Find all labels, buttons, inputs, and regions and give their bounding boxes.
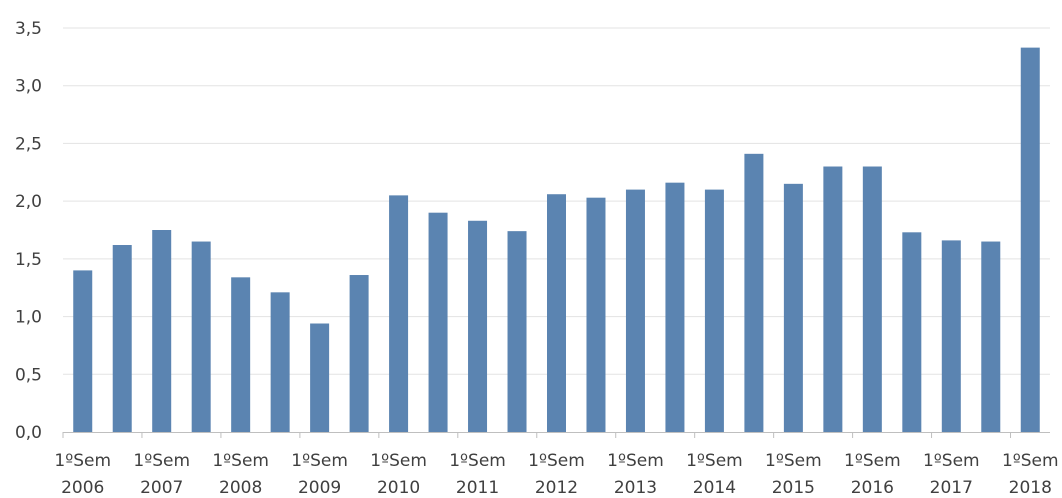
bar: 1ºSem 2010: 2.05 [389, 195, 409, 432]
y-tick-label: 0,5 [15, 365, 42, 385]
bar: 2ºSem 2006: 1.62 [112, 245, 132, 432]
bar: 1ºSem 2018: 3.33 [1020, 47, 1040, 433]
bar: 2ºSem 2012: 2.03 [586, 197, 606, 432]
bar: 2ºSem 2013: 2.16 [665, 182, 685, 432]
bar: 2ºSem 2009: 1.36 [349, 275, 369, 432]
x-tick-label-year: 2018 [1009, 478, 1052, 498]
x-tick-label-year: 2016 [851, 478, 894, 498]
x-tick-label-year: 2008 [219, 478, 262, 498]
x-tick-label-year: 2017 [930, 478, 973, 498]
y-tick-label: 1,0 [15, 308, 42, 328]
y-tick-label: 2,0 [15, 192, 42, 212]
x-tick-label-year: 2009 [298, 478, 341, 498]
bar: 1ºSem 2013: 2.1 [625, 189, 645, 432]
bar: 1ºSem 2016: 2.3 [862, 166, 882, 432]
bar: 2ºSem 2008: 1.21 [270, 292, 290, 432]
x-tick-label-semester: 1ºSem [686, 451, 743, 471]
bar: 1ºSem 2017: 1.66 [941, 240, 961, 432]
bar: 2ºSem 2016: 1.73 [902, 232, 922, 432]
x-tick-label-semester: 1ºSem [528, 451, 585, 471]
x-tick-label-year: 2013 [614, 478, 657, 498]
x-axis-tick-labels: 1ºSem 2006 1ºSem 2007 1ºSem 2008 1ºSem 2009 1ºSe… [54, 451, 1058, 498]
x-tick-label-semester: 1ºSem [1002, 451, 1059, 471]
x-tick-label-semester: 1ºSem [291, 451, 348, 471]
bar: 1ºSem 2014: 2.1 [704, 189, 724, 432]
x-tick-label-year: 2010 [377, 478, 420, 498]
bar: 1ºSem 2015: 2.15 [783, 183, 803, 432]
bar: 2ºSem 2007: 1.65 [191, 241, 211, 432]
y-tick-label: 0,0 [15, 423, 42, 443]
x-tick-label-year: 2011 [456, 478, 499, 498]
x-tick-label-semester: 1ºSem [449, 451, 506, 471]
bar: 1ºSem 2012: 2.06 [547, 194, 566, 432]
axes [62, 432, 1050, 438]
x-tick-label-semester: 1ºSem [212, 451, 269, 471]
y-tick-label: 3,0 [15, 77, 42, 97]
bar: 2ºSem 2015: 2.3 [823, 166, 843, 432]
bar: 2ºSem 2010: 1.9 [428, 212, 448, 432]
bar: 2ºSem 2014: 2.41 [744, 153, 764, 432]
x-tick-label-year: 2014 [693, 478, 736, 498]
x-tick-label-semester: 1ºSem [844, 451, 901, 471]
x-tick-label-semester: 1ºSem [370, 451, 427, 471]
y-axis-tick-labels: 0,0 0,5 1,0 1,5 2,0 2,5 3,0 3,5 [15, 19, 42, 443]
bar: 1ºSem 2009: 0.94 [310, 323, 330, 432]
bar: 1ºSem 2006: 1.4 [73, 270, 93, 432]
y-tick-label: 3,5 [15, 19, 42, 39]
x-tick-label-year: 2006 [61, 478, 104, 498]
x-tick-label-semester: 1ºSem [923, 451, 980, 471]
x-tick-label-year: 2007 [140, 478, 183, 498]
x-tick-label-semester: 1ºSem [765, 451, 822, 471]
bars: 1ºSem 2006: 1.4 2ºSem 2006: 1.62 1ºSem 200… [73, 47, 1040, 433]
x-tick-label-semester: 1ºSem [607, 451, 664, 471]
y-tick-label: 1,5 [15, 250, 42, 270]
x-tick-label-year: 2015 [772, 478, 815, 498]
x-tick-label-year: 2012 [535, 478, 578, 498]
bar: 2ºSem 2017: 1.65 [981, 241, 1001, 432]
x-tick-label-semester: 1ºSem [133, 451, 190, 471]
bar: 1ºSem 2007: 1.75 [152, 230, 172, 432]
bar: 1ºSem 2011: 1.83 [468, 220, 488, 432]
bar: 1ºSem 2008: 1.34 [231, 277, 251, 432]
x-tick-label-semester: 1ºSem [54, 451, 111, 471]
bar: 2ºSem 2011: 1.74 [507, 231, 527, 432]
y-tick-label: 2,5 [15, 134, 42, 154]
